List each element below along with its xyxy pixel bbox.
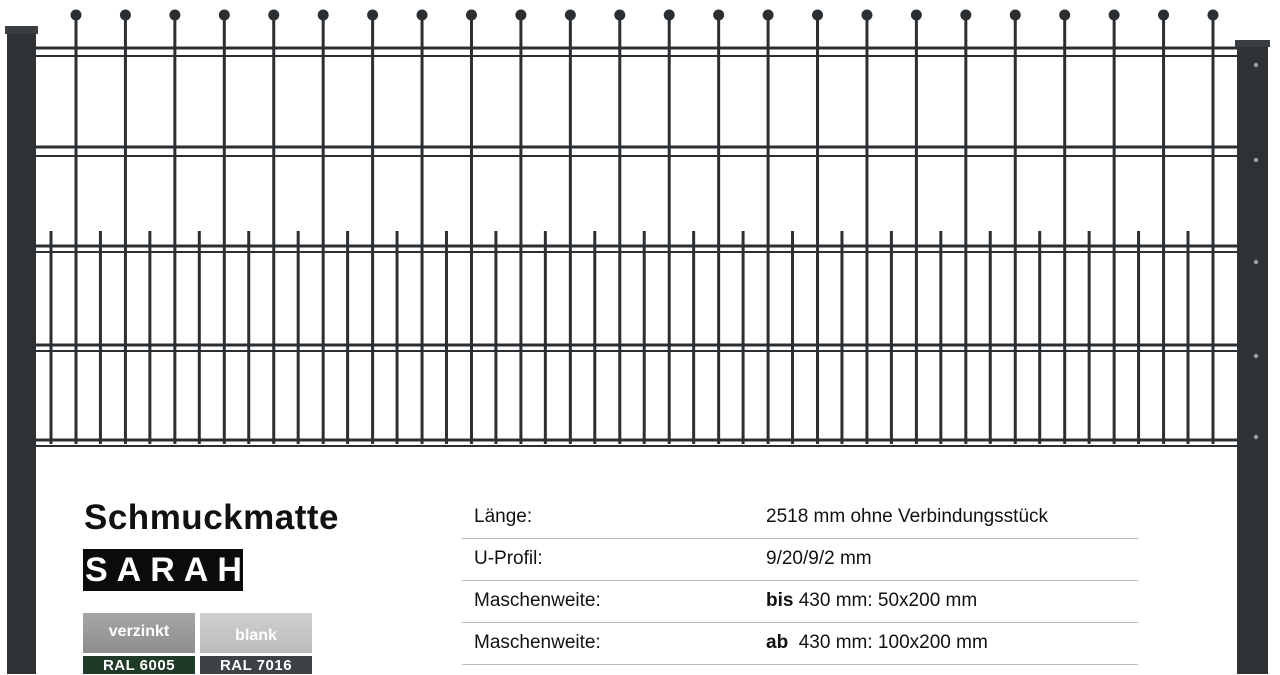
- fence-ball-finial: [515, 9, 527, 21]
- spec-value-text: 2518 mm ohne Verbindungsstück: [766, 506, 1049, 527]
- spec-row-maschenweite-bis: Maschenweite: bis 430 mm: 50x200 mm: [462, 581, 1138, 623]
- fence-post-left-cap: [5, 26, 38, 34]
- spec-prefix: ab: [766, 632, 789, 653]
- fence-ball-finial: [70, 9, 82, 21]
- spec-value: 2518 mm ohne Verbindungsstück: [766, 506, 1048, 528]
- fence-ball-finial: [762, 9, 774, 21]
- fence-ball-finial: [663, 9, 675, 21]
- ral-swatch-7016: RAL 7016: [200, 656, 312, 674]
- fence-ball-finial: [119, 9, 131, 21]
- fence-post-left: [7, 28, 36, 674]
- fence-tall-bars: [70, 9, 1219, 444]
- fence-ball-finial: [416, 9, 428, 21]
- spec-label: Länge:: [474, 506, 533, 527]
- fence-ball-finial: [317, 9, 329, 21]
- fence-post-bolt: [1253, 434, 1259, 440]
- fence-ball-finial: [1059, 9, 1071, 21]
- fence-post-bolt: [1253, 157, 1259, 163]
- finish-swatch-blank: blank: [200, 613, 312, 653]
- fence-ball-finial: [1207, 9, 1219, 21]
- fence-ball-finial: [367, 9, 379, 21]
- spec-row-maschenweite-ab: Maschenweite: ab 430 mm: 100x200 mm: [462, 623, 1138, 665]
- product-title: Schmuckmatte: [84, 498, 339, 537]
- fence-ball-finial: [268, 9, 280, 21]
- fence-short-bars: [49, 231, 1190, 444]
- ral-swatch-6005: RAL 6005: [83, 656, 195, 674]
- fence-rails: [34, 46, 1240, 447]
- fence-posts: [5, 26, 1270, 674]
- fence-ball-finial: [169, 9, 181, 21]
- fence-ball-finial: [1108, 9, 1120, 21]
- fence-ball-finial: [1009, 9, 1021, 21]
- spec-label: Maschenweite:: [474, 632, 601, 653]
- spec-value: bis 430 mm: 50x200 mm: [766, 590, 977, 612]
- spec-value-text: 9/20/9/2 mm: [766, 548, 872, 569]
- spec-row-laenge: Länge: 2518 mm ohne Verbindungsstück: [462, 497, 1138, 539]
- fence-ball-finial: [910, 9, 922, 21]
- fence-ball-finial: [465, 9, 477, 21]
- spec-table: Länge: 2518 mm ohne Verbindungsstück U-P…: [462, 497, 1138, 665]
- fence-ball-finial: [713, 9, 725, 21]
- fence-post-right: [1237, 42, 1268, 674]
- fence-ball-finial: [614, 9, 626, 21]
- finish-swatch-verzinkt: verzinkt: [83, 613, 195, 653]
- spec-label: U-Profil:: [474, 548, 543, 569]
- spec-value-text: 430 mm: 100x200 mm: [788, 632, 988, 653]
- fence-ball-finial: [960, 9, 972, 21]
- product-name-badge: SARAH: [83, 549, 243, 591]
- spec-row-u-profil: U-Profil: 9/20/9/2 mm: [462, 539, 1138, 581]
- fence-post-bolt: [1253, 353, 1259, 359]
- spec-label: Maschenweite:: [474, 590, 601, 611]
- fence-post-right-cap: [1235, 40, 1270, 47]
- fence-ball-finial: [812, 9, 824, 21]
- fence-ball-finial: [861, 9, 873, 21]
- fence-ball-finial: [564, 9, 576, 21]
- fence-post-bolt: [1253, 62, 1259, 68]
- spec-prefix: bis: [766, 590, 794, 611]
- spec-value: ab 430 mm: 100x200 mm: [766, 632, 988, 654]
- fence-post-bolt: [1253, 259, 1259, 265]
- spec-value-text: 430 mm: 50x200 mm: [793, 590, 978, 611]
- fence-ball-finial: [1158, 9, 1170, 21]
- fence-ball-finial: [218, 9, 230, 21]
- spec-value: 9/20/9/2 mm: [766, 548, 872, 570]
